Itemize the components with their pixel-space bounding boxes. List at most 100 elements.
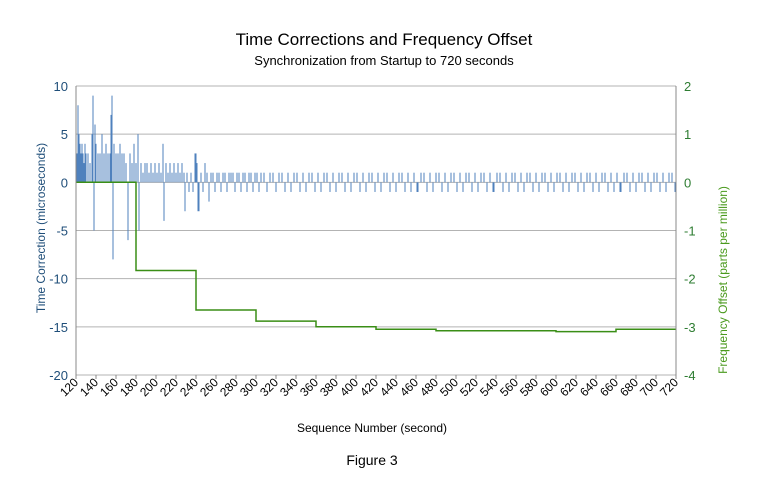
time-correction-bar — [526, 172, 528, 183]
time-correction-bar — [244, 172, 246, 183]
time-correction-bar — [232, 172, 234, 183]
time-correction-bar — [287, 172, 289, 183]
time-correction-bar — [194, 153, 196, 183]
x-tick-label: 560 — [497, 375, 521, 399]
time-correction-bar — [407, 172, 409, 183]
time-correction-bar — [171, 172, 173, 183]
time-correction-bar — [674, 182, 676, 192]
time-correction-bar — [266, 182, 268, 192]
time-correction-bar — [377, 172, 379, 183]
time-correction-bar — [190, 172, 192, 183]
time-correction-bar — [216, 172, 218, 183]
time-correction-bar — [77, 105, 79, 183]
time-correction-bar — [371, 172, 373, 183]
time-correction-bar — [601, 172, 603, 183]
time-correction-bar — [89, 163, 91, 183]
time-correction-bar — [650, 182, 652, 192]
x-tick-label: 460 — [397, 375, 421, 399]
time-correction-bar — [520, 172, 522, 183]
time-correction-bar — [626, 172, 628, 183]
time-correction-bar — [438, 172, 440, 183]
x-tick-label: 160 — [97, 375, 121, 399]
time-correction-bar — [314, 182, 316, 192]
time-correction-bar — [641, 172, 643, 183]
time-correction-bar — [508, 182, 510, 192]
time-correction-bar — [559, 172, 561, 183]
x-tick-label: 240 — [177, 375, 201, 399]
time-correction-bar — [514, 172, 516, 183]
y-axis-label-left: Time Correction (microseconds) — [34, 143, 48, 313]
time-correction-bar — [173, 163, 175, 183]
time-correction-bar — [668, 172, 670, 183]
y-tick-label-right: -3 — [684, 320, 696, 335]
time-correction-bar — [429, 172, 431, 183]
left-y-ticks: 10 5 0 -5 -10 -15 -20 — [49, 79, 68, 383]
y-tick-label-left: -5 — [56, 224, 68, 239]
time-correction-bar — [103, 153, 105, 183]
time-correction-bar — [386, 172, 388, 183]
time-correction-bar — [293, 172, 295, 183]
time-correction-bar — [84, 143, 86, 183]
time-correction-bar — [296, 172, 298, 183]
time-correction-bar — [252, 182, 254, 192]
time-correction-bar — [198, 182, 200, 212]
time-correction-bar — [101, 134, 103, 183]
time-correction-bar — [195, 153, 197, 183]
time-correction-bar — [105, 143, 107, 183]
x-tick-label: 180 — [117, 375, 141, 399]
time-correction-bar — [109, 153, 111, 183]
x-tick-label: 720 — [657, 375, 681, 399]
y-axis-label-right: Frequency Offset (parts per million) — [716, 186, 730, 374]
time-correction-bar — [456, 182, 458, 192]
time-correction-bar — [629, 182, 631, 192]
time-correction-bar — [362, 172, 364, 183]
x-tick-label: 320 — [257, 375, 281, 399]
time-correction-bar — [240, 182, 242, 192]
time-correction-bar — [246, 182, 248, 192]
time-correction-bar — [200, 172, 202, 183]
time-correction-bar — [471, 182, 473, 192]
time-correction-bar — [248, 172, 250, 183]
time-correction-bar — [323, 172, 325, 183]
time-correction-bar — [426, 182, 428, 192]
time-correction-bar — [347, 172, 349, 183]
time-correction-bar — [480, 172, 482, 183]
time-correction-bar — [311, 172, 313, 183]
time-correction-bar — [92, 95, 94, 183]
time-correction-bar — [107, 153, 109, 183]
time-correction-bar — [119, 143, 121, 183]
time-correction-bar — [538, 182, 540, 192]
time-correction-bar — [125, 163, 127, 183]
time-correction-bar — [417, 182, 419, 192]
time-correction-bar — [250, 172, 252, 183]
time-correction-bar — [146, 163, 148, 183]
time-correction-bar — [308, 172, 310, 183]
y-tick-label-right: -1 — [684, 224, 696, 239]
time-correction-bar — [320, 182, 322, 192]
x-tick-label: 300 — [237, 375, 261, 399]
time-correction-bar — [647, 172, 649, 183]
time-correction-bar — [607, 182, 609, 192]
time-correction-bar — [556, 172, 558, 183]
time-correction-bar — [281, 172, 283, 183]
y-tick-label-left: -20 — [49, 368, 68, 383]
time-correction-bar — [441, 182, 443, 192]
time-correction-bar — [380, 182, 382, 192]
time-correction-bar — [93, 182, 95, 231]
time-correction-bar — [242, 172, 244, 183]
x-tick-label: 360 — [297, 375, 321, 399]
time-correction-bar — [177, 163, 179, 183]
time-correction-bar — [148, 172, 150, 183]
y-tick-label-right: 0 — [684, 175, 691, 190]
y-tick-label-left: 5 — [61, 127, 68, 142]
y-tick-label-right: -2 — [684, 272, 696, 287]
time-correction-bar — [338, 172, 340, 183]
x-tick-label: 440 — [377, 375, 401, 399]
time-correction-bar — [635, 182, 637, 192]
time-correction-bar — [121, 153, 123, 183]
time-correction-bar — [188, 182, 190, 192]
time-correction-bar — [435, 172, 437, 183]
time-correction-bar — [142, 172, 144, 183]
time-correction-bar — [196, 163, 198, 183]
time-correction-bar — [222, 172, 224, 183]
